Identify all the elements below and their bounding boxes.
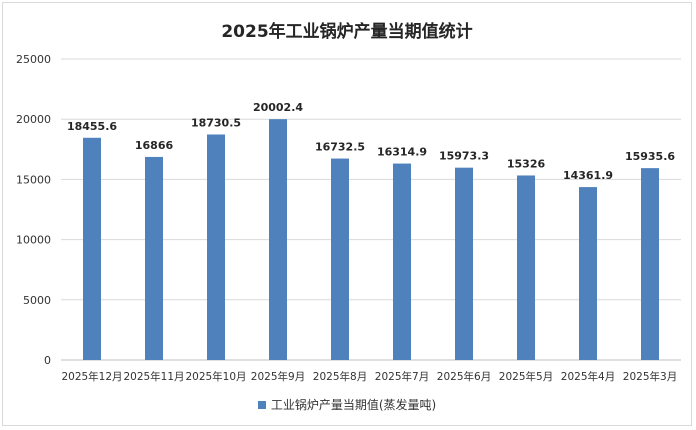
data-label: 16314.9 [377, 146, 427, 159]
legend-label: 工业锅炉产量当期值(蒸发量吨) [270, 398, 437, 412]
y-tick-label: 25000 [16, 53, 51, 66]
data-label: 18455.6 [67, 120, 117, 133]
x-tick-label: 2025年5月 [499, 370, 553, 383]
bar [579, 187, 597, 360]
x-tick-label: 2025年7月 [375, 370, 429, 383]
data-label: 15326 [507, 157, 546, 170]
data-label: 15973.3 [439, 150, 489, 163]
y-tick-label: 5000 [23, 294, 51, 307]
x-tick-label: 2025年10月 [185, 370, 246, 383]
y-tick-label: 15000 [16, 173, 51, 186]
x-tick-label: 2025年9月 [251, 370, 305, 383]
data-label: 20002.4 [253, 101, 303, 114]
y-tick-label: 10000 [16, 234, 51, 247]
x-tick-label: 2025年12月 [61, 370, 122, 383]
bar [393, 163, 411, 360]
data-label: 16732.5 [315, 141, 365, 154]
bar [207, 134, 225, 360]
x-tick-label: 2025年6月 [437, 370, 491, 383]
bar [331, 158, 349, 360]
x-tick-label: 2025年11月 [123, 370, 184, 383]
bar [269, 119, 287, 360]
bar [517, 175, 535, 360]
bar [455, 167, 473, 360]
data-label: 14361.9 [563, 169, 613, 182]
bar [145, 156, 163, 360]
y-tick-label: 0 [44, 354, 51, 367]
data-label: 18730.5 [191, 116, 241, 129]
data-label: 15935.6 [625, 150, 675, 163]
bar-chart: 0 5000 10000 15000 20000 25000 18455.6 2025年12月… [16, 53, 681, 383]
chart-frame: 2025年工业锅炉产量当期值统计 0 5000 10000 15000 20000 250… [2, 2, 692, 426]
x-tick-label: 2025年4月 [561, 370, 615, 383]
legend-swatch [257, 400, 266, 409]
chart-title: 2025年工业锅炉产量当期值统计 [221, 22, 473, 42]
bar [641, 168, 659, 360]
chart-legend: 工业锅炉产量当期值(蒸发量吨) [3, 396, 691, 413]
x-tick-label: 2025年8月 [313, 370, 367, 383]
x-tick-label: 2025年3月 [623, 370, 677, 383]
y-tick-label: 20000 [16, 113, 51, 126]
data-label: 16866 [135, 139, 174, 152]
bar [83, 137, 101, 360]
